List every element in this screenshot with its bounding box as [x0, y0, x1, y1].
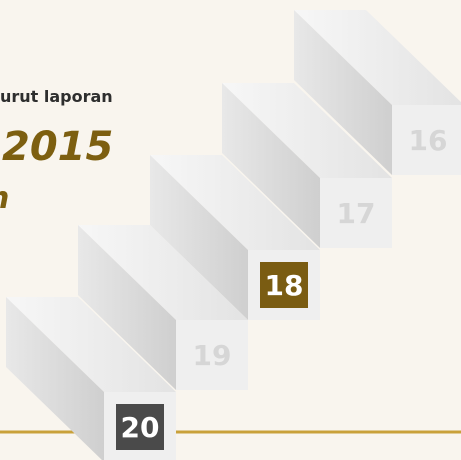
title-fragment: n — [0, 181, 9, 216]
step-label: 16 — [409, 124, 448, 157]
staircase: 16 17 18 19 20 — [6, 10, 461, 460]
page: {"header": {"subtitle": "urut laporan", … — [0, 0, 461, 460]
step-label: 20 — [121, 411, 160, 444]
step-label: 17 — [337, 197, 376, 230]
step-label: 18 — [265, 269, 304, 302]
year: 2015 — [2, 124, 113, 170]
infographic: urut laporan 2015 n 16 17 18 19 20 — [0, 0, 461, 460]
step-label: 19 — [193, 339, 232, 372]
subtitle: urut laporan — [0, 87, 113, 106]
